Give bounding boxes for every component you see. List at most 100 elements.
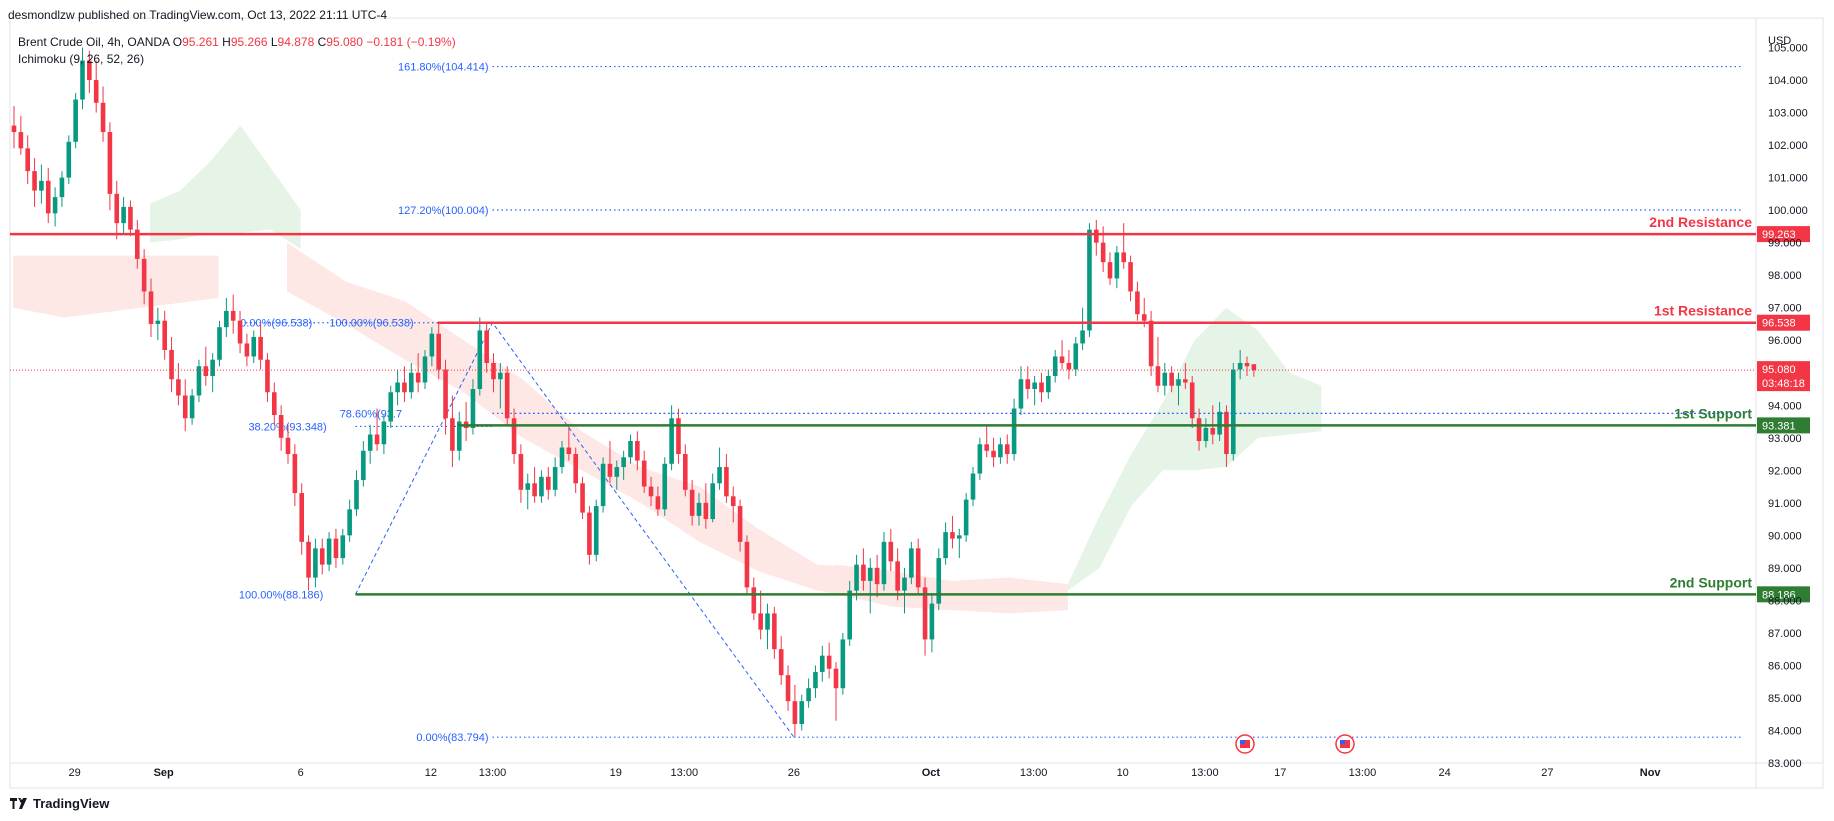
indicator-ichimoku[interactable]: Ichimoku (9, 26, 52, 26) [18,52,145,66]
candle-body [1039,382,1044,393]
candle-41 [292,444,298,507]
candle-120 [833,662,839,721]
candle-body [1162,372,1168,386]
candle-body [436,333,441,370]
time-tick-13: 13:00 [1349,767,1377,779]
candle-body [881,541,887,585]
candle-90 [628,434,633,464]
candle-108 [751,577,757,620]
candle-body [1237,362,1243,370]
candle-body [299,493,304,542]
candle-168 [1162,362,1168,396]
candle-179 [1237,349,1243,380]
candle-body [724,467,729,497]
time-tick-4: 13:00 [479,767,507,779]
ichimoku-cloud [13,125,1322,614]
candle-body [943,532,948,559]
fib-label-1: 127.20%(100.004) [398,205,489,217]
candle-103 [717,447,722,490]
candle-body [422,356,428,383]
candle-162 [1121,223,1126,269]
candle-body [1066,362,1072,370]
candle-body [778,649,784,676]
candle-178 [1231,362,1236,461]
candle-63 [443,359,448,435]
candle-174 [1203,418,1209,448]
candle-8 [66,135,72,185]
candle-12 [93,60,99,113]
price-axis-unit: USD [1768,35,1791,47]
candle-181 [1251,364,1257,377]
candle-65 [456,411,462,461]
candle-body [730,496,736,507]
candle-body [388,392,394,422]
candle-body [1100,242,1106,263]
candle-71 [498,362,503,409]
candle-31 [224,297,229,337]
price-tick-10: 93.000 [1768,433,1802,445]
candle-body [313,548,318,578]
candle-143 [991,437,996,468]
price-tick-5: 88.000 [1768,595,1802,607]
candle-body [491,362,496,380]
candle-130 [902,567,907,614]
candle-body [367,434,373,451]
time-tick-16: Nov [1640,767,1662,779]
candle-173 [1196,408,1202,451]
candle-2 [25,135,30,185]
candle-body [52,197,58,214]
chart-legend: Brent Crude Oil, 4h, OANDA O95.261 H95.2… [18,34,456,68]
candle-body [929,603,935,640]
candle-body [1141,314,1147,321]
candle-18 [135,219,140,269]
candle-72 [504,366,510,425]
tradingview-footer[interactable]: TradingView [10,796,109,811]
candle-133 [922,577,928,656]
candle-body [957,535,962,539]
candle-7 [59,171,65,207]
candle-body [806,688,811,702]
bar-countdown-label: 03:48:18 [1762,378,1805,390]
symbol-name[interactable]: Brent Crude Oil, 4h, OANDA [18,35,170,49]
candle-113 [785,665,791,711]
level-price-label-1: 96.538 [1762,318,1796,330]
candle-body [593,506,599,555]
candle-body [683,454,688,490]
candle-body [340,535,346,559]
candle-4 [39,164,44,204]
candle-146 [1011,398,1017,461]
candle-116 [806,678,811,708]
candle-61 [429,327,435,367]
candle-164 [1135,281,1140,321]
level-price-label-2: 93.381 [1762,420,1796,432]
candle-body [854,564,859,591]
candle-body [532,483,537,497]
candle-153 [1059,340,1065,370]
us-event-flag-icon[interactable] [1335,734,1355,754]
candle-body [641,460,647,487]
time-tick-0: 29 [69,767,81,779]
us-event-flag-icon[interactable] [1235,734,1255,754]
candle-body [648,486,654,497]
time-tick-5: 19 [610,767,622,779]
candle-122 [847,580,852,646]
price-tick-4: 87.000 [1768,628,1802,640]
price-tick-19: 102.000 [1768,140,1808,152]
candle-body [32,171,37,191]
candle-body [1196,418,1202,442]
candle-body [977,444,983,474]
candle-98 [683,444,688,497]
candle-body [402,382,407,393]
candle-127 [881,532,887,591]
cloud-segment-3 [835,564,1068,614]
cloud-segment-2 [287,242,877,601]
candle-17 [128,200,133,237]
candle-16 [121,197,126,233]
candle-body [1011,408,1017,455]
candle-97 [676,408,681,464]
candle-body [244,343,250,357]
candle-39 [278,405,284,451]
candle-body [710,483,715,520]
candle-40 [285,424,291,464]
